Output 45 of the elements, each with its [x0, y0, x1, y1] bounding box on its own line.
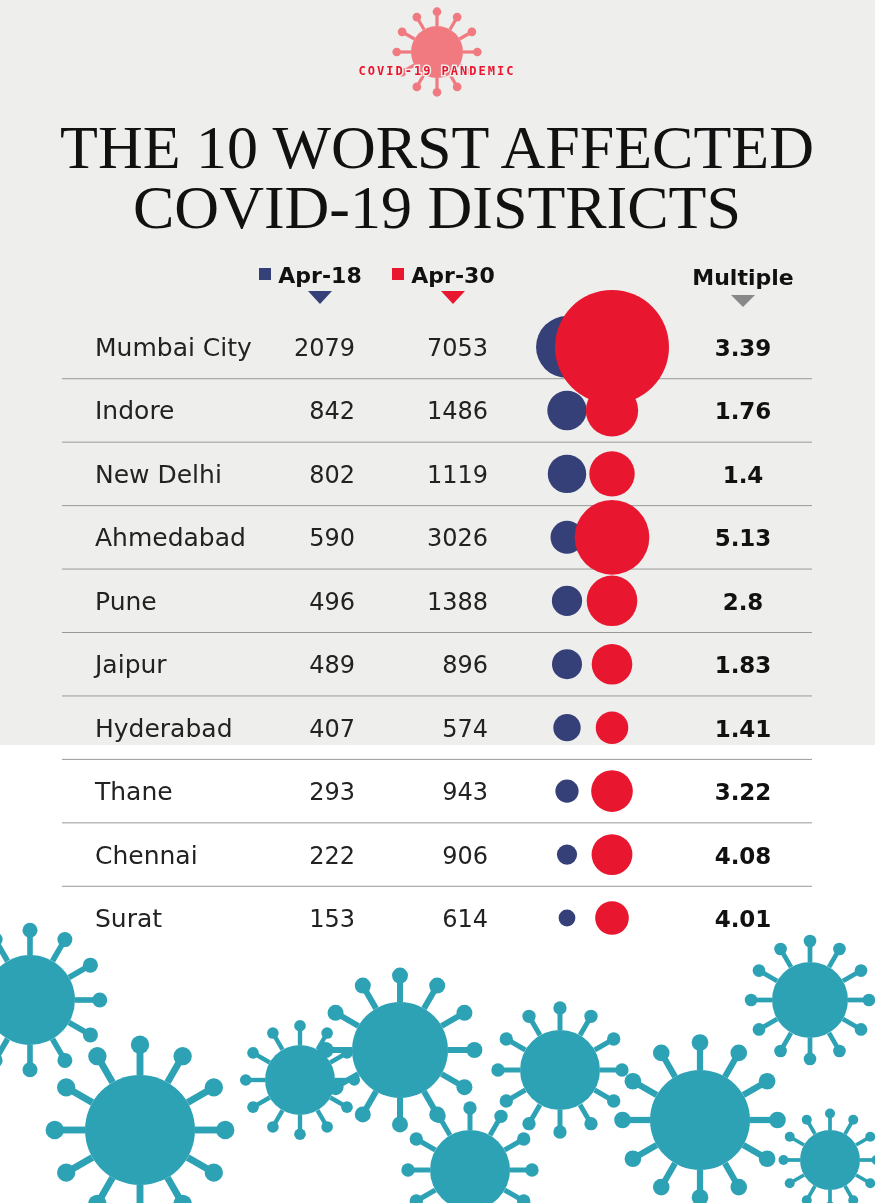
- text: COVID-19 PANDEMIC: [358, 64, 516, 78]
- data-label: 3.39: [714, 335, 772, 361]
- data-label: 1486: [426, 397, 488, 426]
- category-label: Mumbai City: [95, 333, 253, 362]
- category-label: Pune: [95, 586, 157, 616]
- data-label: 896: [442, 651, 488, 680]
- data-label: 1.41: [714, 715, 772, 742]
- data-label: 842: [309, 397, 355, 426]
- data-label: 407: [309, 714, 355, 743]
- category-label: Jaipur: [93, 650, 168, 680]
- data-label: 590: [309, 524, 355, 553]
- data-label: 3.22: [714, 779, 772, 806]
- category-label: Indore: [95, 396, 175, 426]
- data-label: 943: [442, 778, 488, 807]
- data-label: 906: [442, 841, 488, 870]
- category-label: New Delhi: [95, 459, 222, 489]
- data-label: 7053: [426, 334, 488, 362]
- data-label: 222: [309, 841, 355, 870]
- category-label: Hyderabad: [95, 713, 233, 743]
- data-label: 1.83: [714, 652, 772, 679]
- data-label: 1.76: [714, 398, 772, 425]
- data-label: 496: [309, 587, 355, 616]
- data-label: 489: [309, 651, 355, 680]
- data-label: 1388: [426, 587, 488, 616]
- category-label: Surat: [95, 904, 163, 933]
- data-label: 3026: [426, 524, 488, 553]
- data-label: 802: [309, 460, 355, 489]
- legend-label: Apr-30: [411, 263, 495, 288]
- data-label: 5.13: [714, 525, 772, 552]
- data-label: 153: [309, 905, 355, 933]
- text: THE 10 WORST AFFECTED COVID-19 DISTRICTS: [60, 113, 814, 241]
- legend-label: Apr-18: [278, 263, 362, 288]
- category-label: Thane: [94, 777, 173, 807]
- data-label: 4.01: [714, 906, 772, 932]
- data-label: 614: [442, 905, 488, 933]
- data-label: 2.8: [722, 588, 764, 615]
- category-label: Chennai: [95, 840, 198, 870]
- data-label: 2079: [293, 334, 355, 362]
- category-label: Ahmedabad: [95, 523, 246, 553]
- data-label: 574: [442, 714, 488, 743]
- data-label: 4.08: [714, 842, 772, 869]
- text: Multiple: [692, 265, 794, 290]
- data-label: 1.4: [722, 461, 764, 488]
- data-label: 1119: [426, 460, 488, 489]
- data-label: 293: [309, 778, 355, 807]
